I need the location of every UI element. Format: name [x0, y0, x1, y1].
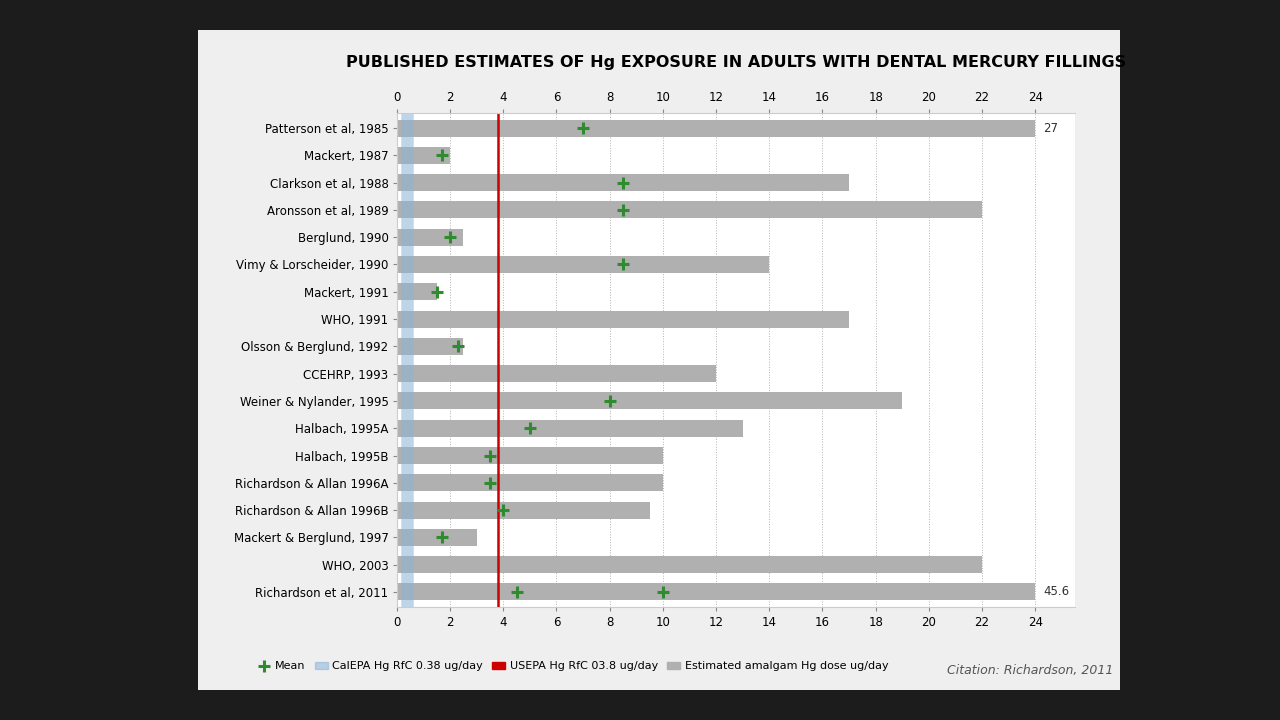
Bar [397, 147, 451, 163]
Bar [397, 365, 716, 382]
Bar [397, 174, 849, 191]
Bar [397, 447, 663, 464]
Bar [397, 502, 649, 518]
Bar [397, 392, 902, 410]
Bar [397, 202, 982, 218]
Text: Citation: Richardson, 2011: Citation: Richardson, 2011 [947, 664, 1114, 677]
Bar [397, 310, 849, 328]
Bar [397, 229, 463, 246]
Legend: Mean, CalEPA Hg RfC 0.38 ug/day, USEPA Hg RfC 03.8 ug/day, Estimated amalgam Hg : Mean, CalEPA Hg RfC 0.38 ug/day, USEPA H… [253, 657, 893, 676]
Text: 45.6: 45.6 [1043, 585, 1069, 598]
Bar [397, 256, 769, 273]
Bar [397, 557, 982, 573]
Bar [397, 529, 476, 546]
Bar [397, 338, 463, 355]
Bar [397, 474, 663, 491]
Bar [397, 420, 742, 437]
Bar [397, 120, 1036, 137]
Text: 27: 27 [1043, 122, 1059, 135]
Bar [397, 283, 436, 300]
Text: PUBLISHED ESTIMATES OF Hg EXPOSURE IN ADULTS WITH DENTAL MERCURY FILLINGS: PUBLISHED ESTIMATES OF Hg EXPOSURE IN AD… [346, 55, 1126, 71]
Bar [397, 583, 1036, 600]
